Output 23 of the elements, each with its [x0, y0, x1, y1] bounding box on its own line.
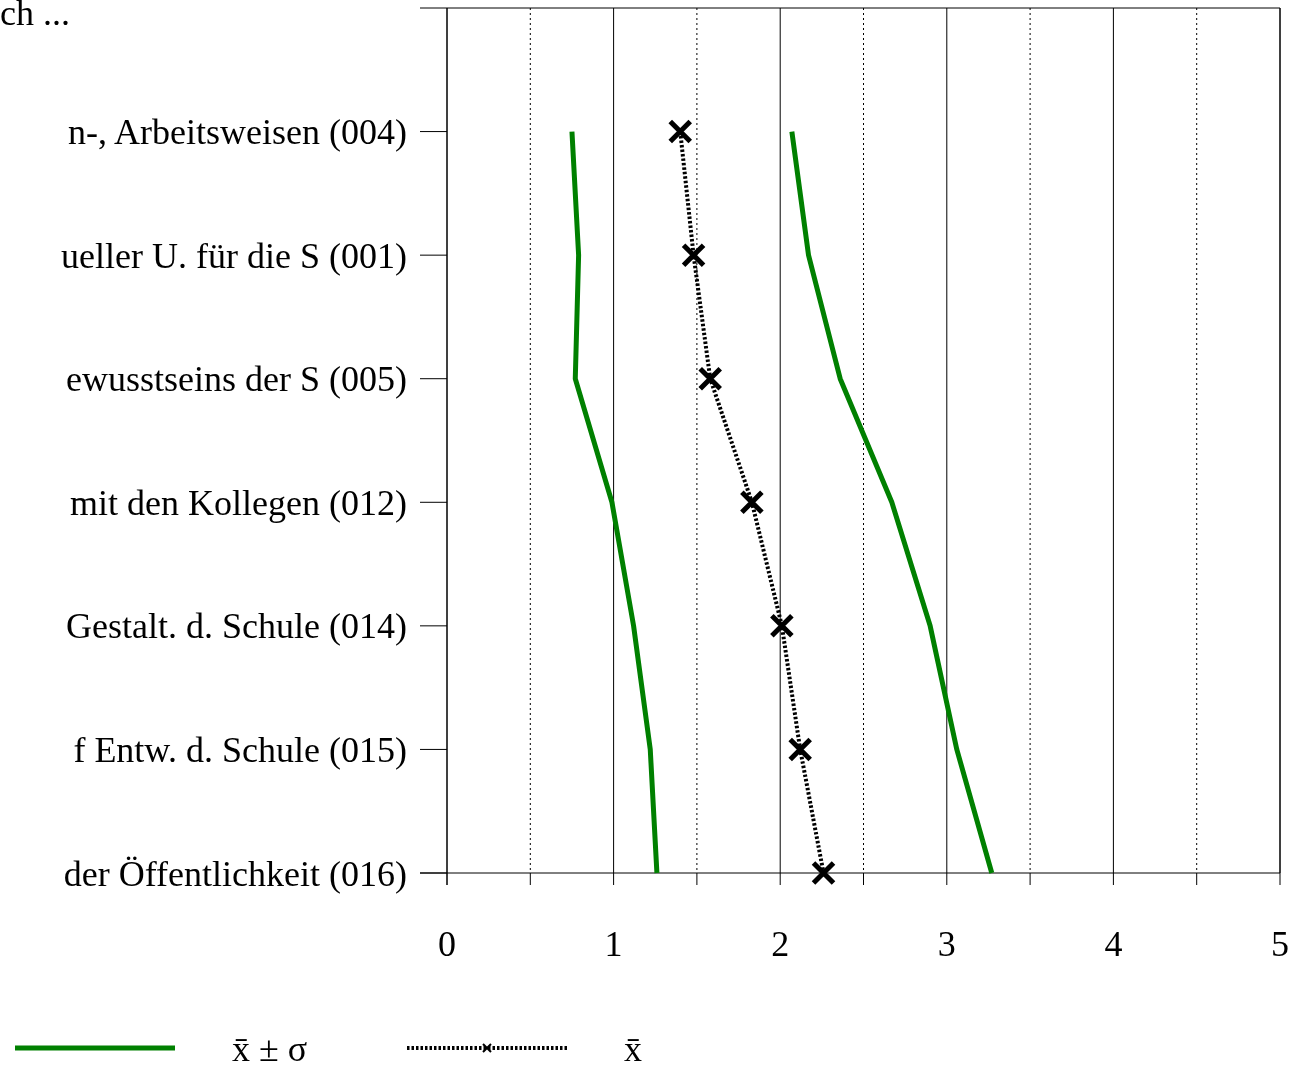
- point: [739, 489, 765, 515]
- point: [811, 860, 837, 886]
- y-tick-label: mit den Kollegen (012): [70, 482, 407, 523]
- x-tick-label: 4: [1104, 924, 1123, 964]
- legend-label: x̄ ± σ: [232, 1028, 308, 1069]
- point: [697, 366, 723, 392]
- point: [787, 736, 813, 762]
- point: [667, 119, 693, 145]
- text: ch ...: [0, 0, 70, 33]
- x-tick-label: 1: [604, 924, 623, 964]
- y-tick-label: f Entw. d. Schule (015): [73, 730, 407, 771]
- x-tick-label: 3: [937, 924, 956, 964]
- y-tick-label: ueller U. für die S (001): [61, 235, 407, 276]
- legend-label: x̄: [624, 1028, 642, 1069]
- x-tick-label: 5: [1271, 924, 1289, 964]
- point: [681, 242, 707, 268]
- y-tick-label: ewusstseins der S (005): [66, 359, 407, 400]
- point: [769, 613, 795, 639]
- x-tick-label: 0: [438, 924, 456, 964]
- y-tick-label: Gestalt. d. Schule (014): [66, 606, 407, 647]
- x-tick-label: 2: [771, 924, 790, 964]
- y-tick-label: n-, Arbeitsweisen (004): [68, 112, 407, 153]
- y-tick-label: der Öffentlichkeit (016): [63, 853, 407, 894]
